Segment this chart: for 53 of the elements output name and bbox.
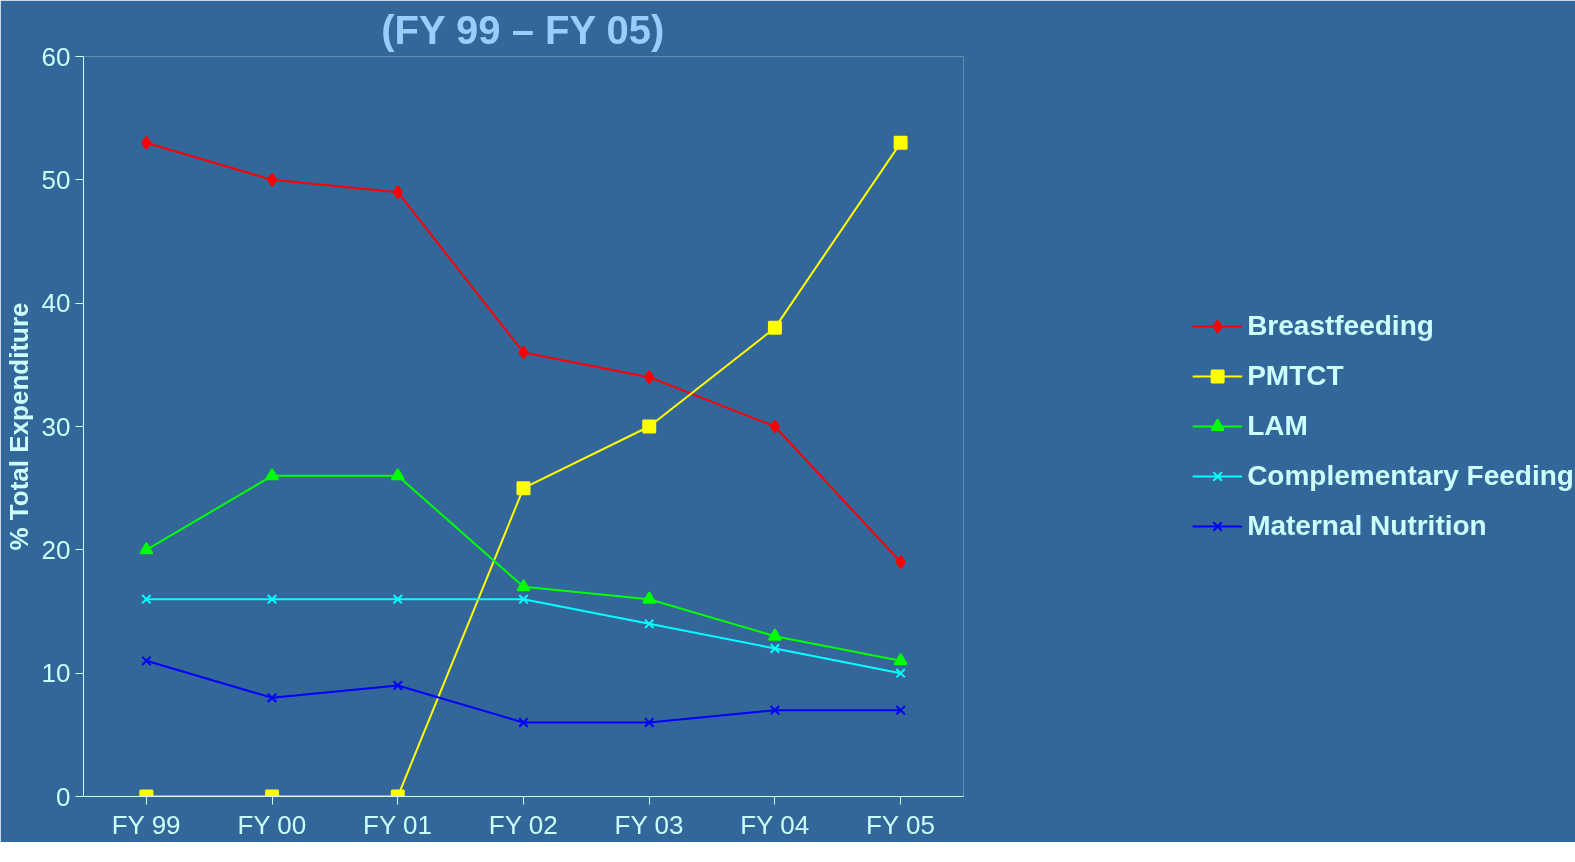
point <box>642 419 657 434</box>
x-tick-label: FY 05 <box>865 809 935 840</box>
point <box>392 185 403 200</box>
point <box>643 618 655 630</box>
x-tick-label: FY 00 <box>237 809 307 840</box>
point <box>644 370 655 385</box>
point <box>266 593 278 605</box>
point <box>642 591 657 604</box>
point <box>139 541 154 555</box>
y-tick-label: 10 <box>41 658 71 689</box>
y-tick-label: 20 <box>41 534 71 565</box>
point <box>392 593 404 605</box>
point <box>767 628 782 641</box>
point <box>266 692 278 704</box>
point <box>767 320 782 335</box>
point <box>518 717 529 728</box>
x-tick-label: FY 02 <box>488 809 558 840</box>
point <box>516 578 531 592</box>
legend-label: Complementary Feeding <box>1247 460 1574 492</box>
point <box>643 717 655 728</box>
point <box>141 655 152 667</box>
legend-label: LAM <box>1247 410 1308 442</box>
point <box>516 481 531 496</box>
point <box>265 467 280 481</box>
y-tick-label: 0 <box>56 781 71 812</box>
y-tick-label: 50 <box>41 164 71 195</box>
point <box>267 172 278 187</box>
point <box>893 652 908 666</box>
y-tick-label: 60 <box>41 41 71 72</box>
y-tick-label: 40 <box>41 288 71 319</box>
point <box>769 704 781 716</box>
point <box>518 345 529 360</box>
y-tick-label: 30 <box>41 411 71 442</box>
point <box>141 593 152 605</box>
point <box>518 593 529 605</box>
point <box>893 135 908 150</box>
x-tick-label: FY 03 <box>614 809 684 840</box>
x-tick-label: FY 04 <box>740 809 810 840</box>
x-tick-label: FY 01 <box>363 809 433 840</box>
point <box>895 667 906 679</box>
point <box>769 643 781 654</box>
chart-title: (FY 99 – FY 05) <box>381 7 665 52</box>
point <box>390 467 405 481</box>
legend-label: Maternal Nutrition <box>1247 510 1487 542</box>
x-tick-label: FY 99 <box>111 809 181 840</box>
legend-label: Breastfeeding <box>1247 310 1434 342</box>
point <box>141 135 152 150</box>
point <box>895 704 906 716</box>
point <box>769 419 780 434</box>
y-axis-title: % Total Expenditure <box>3 302 34 551</box>
point <box>392 680 404 691</box>
legend-label: PMTCT <box>1247 360 1344 392</box>
point <box>895 555 906 570</box>
